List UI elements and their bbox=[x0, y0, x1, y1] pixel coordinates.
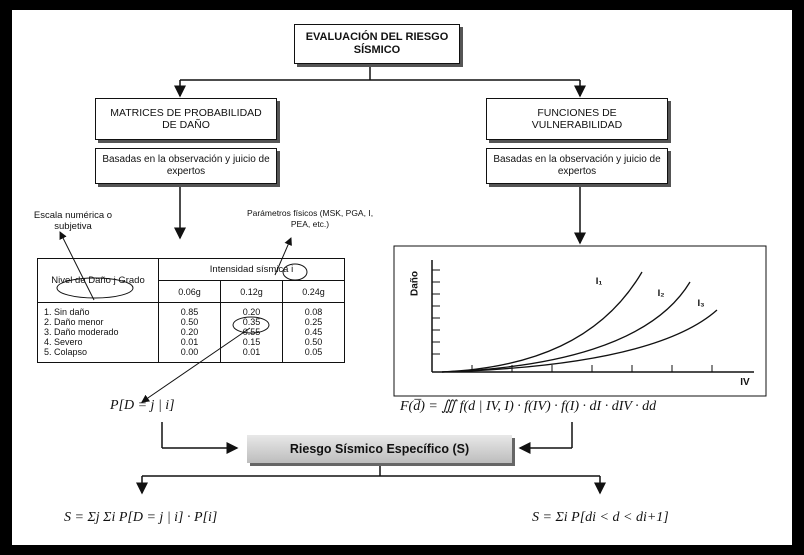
left-basis-box: Basadas en la observación y juicio de ex… bbox=[95, 148, 277, 184]
probabilities-col3: 0.08 0.25 0.45 0.50 0.05 bbox=[281, 302, 346, 363]
curve-label-i1: I₁ bbox=[595, 276, 603, 287]
probability-matrix: Nivel de Daño j Grado Intensidad sísmica… bbox=[37, 258, 346, 363]
curve-i3 bbox=[441, 309, 718, 373]
scale-note: Escala numérica o subjetiva bbox=[33, 210, 113, 232]
probabilities-col2: 0.20 0.35 0.55 0.15 0.01 bbox=[219, 302, 283, 363]
col-header: 0.06g bbox=[158, 280, 221, 303]
title-box: EVALUACIÓN DEL RIESGO SÍSMICO bbox=[294, 24, 460, 64]
curve-i1 bbox=[441, 271, 643, 373]
formula-s-right: S = Σi P[di < d < di+1] bbox=[532, 510, 669, 525]
formula-p: P[D = j | i] bbox=[110, 398, 175, 413]
curve-label-i3: I₃ bbox=[697, 298, 705, 309]
vulnerability-chart bbox=[393, 245, 767, 397]
damage-levels: 1. Sin daño 2. Daño menor 3. Daño modera… bbox=[37, 302, 159, 363]
intensity-header: Intensidad sísmica i bbox=[158, 258, 345, 281]
vulnerability-box: FUNCIONES DE VULNERABILIDAD bbox=[486, 98, 668, 140]
params-note: Parámetros físicos (MSK, PGA, I, PEA, et… bbox=[246, 208, 374, 229]
curve-label-i2: I₂ bbox=[657, 288, 665, 299]
probabilities-col1: 0.85 0.50 0.20 0.01 0.00 bbox=[158, 302, 221, 363]
damage-level-header: Nivel de Daño j Grado bbox=[37, 258, 159, 303]
diagram-canvas: EVALUACIÓN DEL RIESGO SÍSMICO MATRICES D… bbox=[12, 10, 792, 545]
connector-lines bbox=[56, 65, 767, 495]
col-header: 0.24g bbox=[281, 280, 346, 303]
y-axis-label: Daño bbox=[409, 271, 421, 296]
right-basis-box: Basadas en la observación y juicio de ex… bbox=[486, 148, 668, 184]
col-header: 0.12g bbox=[219, 280, 283, 303]
x-axis-label: IV bbox=[740, 377, 750, 388]
specific-risk-banner: Riesgo Sísmico Específico (S) bbox=[247, 435, 512, 463]
formula-s-left: S = Σj Σi P[D = j | i] · P[i] bbox=[64, 510, 218, 525]
matrices-box: MATRICES DE PROBABILIDAD DE DAÑO bbox=[95, 98, 277, 140]
formula-f: F(d̅) = ∭ f(d | IV, I) · f(IV) · f(I) · … bbox=[400, 399, 657, 414]
curve-i2 bbox=[441, 281, 691, 373]
